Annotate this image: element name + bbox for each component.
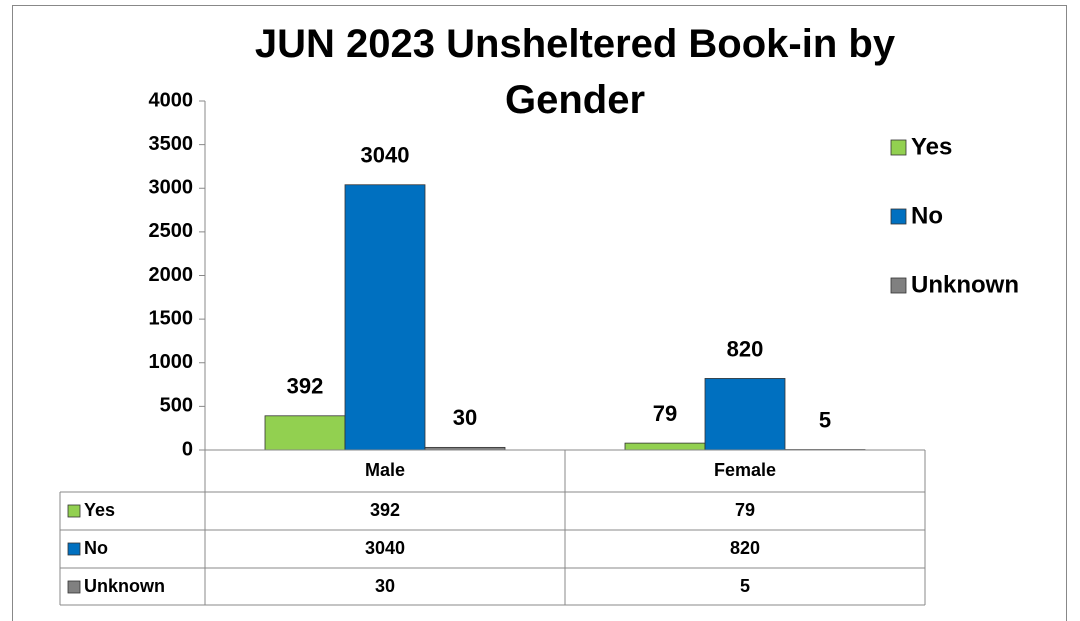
x-tick-label: Female [714, 460, 776, 480]
table-row-label: No [84, 538, 108, 558]
y-tick-label: 500 [160, 395, 193, 417]
bar [344, 184, 426, 451]
legend-key [890, 208, 907, 225]
data-label: 3040 [361, 143, 410, 168]
table-cell: 3040 [365, 538, 405, 558]
y-tick-label: 3500 [149, 133, 194, 155]
legend-label: Yes [911, 133, 952, 160]
data-label: 79 [653, 401, 677, 426]
table-cell: 30 [375, 576, 395, 596]
y-tick-label: 2000 [149, 264, 194, 286]
table-cell: 820 [730, 538, 760, 558]
y-tick-label: 2500 [149, 220, 194, 242]
legend-label: Unknown [911, 271, 1019, 298]
legend-label: No [911, 202, 943, 229]
table-row-label: Yes [84, 500, 115, 520]
table-legend-key [67, 504, 81, 518]
bar [624, 442, 706, 451]
table-cell: 5 [740, 576, 750, 596]
table-cell: 79 [735, 500, 755, 520]
y-tick-label: 0 [182, 438, 193, 460]
table-legend-key [67, 580, 81, 594]
chart-border [12, 5, 1067, 621]
y-tick-label: 1500 [149, 307, 194, 329]
bar [264, 415, 346, 451]
table-cell: 392 [370, 500, 400, 520]
data-label: 30 [453, 405, 477, 430]
bar [704, 378, 786, 451]
legend-key [890, 139, 907, 156]
x-tick-label: Male [365, 460, 405, 480]
data-label: 392 [287, 374, 324, 399]
data-label: 5 [819, 407, 831, 432]
data-label: 820 [727, 336, 764, 361]
table-row-label: Unknown [84, 576, 165, 596]
y-tick-label: 1000 [149, 351, 194, 373]
y-tick-label: 3000 [149, 177, 194, 199]
legend-key [890, 277, 907, 294]
table-legend-key [67, 542, 81, 556]
y-tick-label: 4000 [149, 89, 194, 111]
chart-title: JUN 2023 Unsheltered Book-in by Gender [254, 22, 896, 122]
